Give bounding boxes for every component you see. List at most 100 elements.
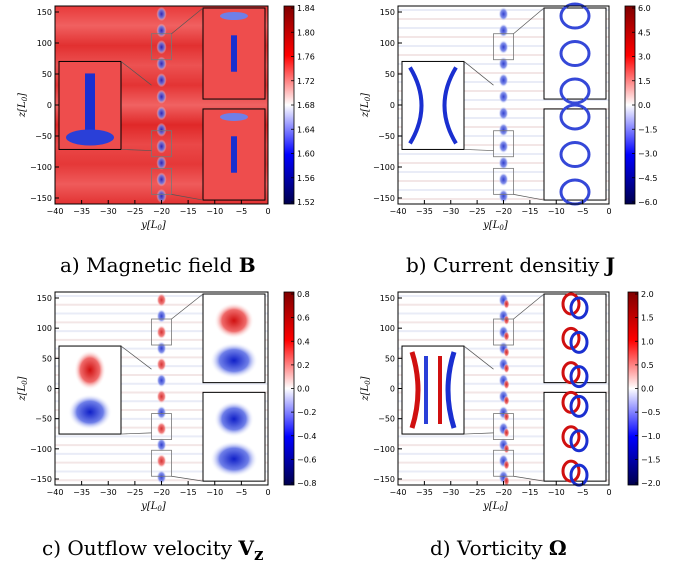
x-tick-label: −25 — [469, 488, 486, 497]
y-tick-label: −150 — [373, 194, 395, 203]
colorbar-tick-label: 0.0 — [638, 101, 651, 110]
panel-b: −40 −35 −30 −25 −20 −15 −10 −5 0150100500−50−100… — [360, 2, 657, 232]
x-tick-label: −30 — [100, 207, 117, 216]
y-axis-label-end: ] — [17, 93, 28, 98]
y-tick-label: 150 — [380, 294, 395, 303]
colorbar-tick-label: 1.56 — [297, 174, 315, 183]
x-axis-label: y[L0] — [482, 220, 508, 232]
caption-c: c) Outflow velocity Vz — [42, 536, 263, 564]
colorbar-tick-label: −0.5 — [641, 408, 660, 417]
y-tick-label: −150 — [30, 475, 52, 484]
inset-connector — [463, 432, 494, 435]
x-axis-label-end: ] — [161, 501, 166, 512]
x-tick-label: −5 — [235, 207, 247, 216]
y-tick-label: 50 — [42, 70, 52, 79]
plasmoid-mark — [498, 73, 509, 88]
zoom-box — [493, 318, 514, 346]
y-axis-label-sub: 0 — [21, 96, 29, 101]
caption-b: b) Current densitiy J — [406, 253, 615, 277]
x-tick-label: −35 — [73, 488, 90, 497]
y-tick-label: 0 — [390, 385, 395, 394]
inset-connector — [171, 7, 204, 34]
y-tick-label: 100 — [380, 324, 395, 333]
x-axis-label-sub: 0 — [499, 224, 504, 232]
y-tick-label: 150 — [37, 294, 52, 303]
inset-feature — [214, 400, 254, 437]
colorbar-tick-label: −3.0 — [638, 150, 657, 159]
plasmoid-mark — [503, 427, 510, 438]
x-tick-label: −10 — [206, 488, 223, 497]
inset-feature — [569, 429, 589, 453]
colorbar-tick-label: 3.0 — [638, 53, 651, 62]
inset-connector — [513, 194, 545, 201]
colorbar-tick-label: −1.5 — [638, 125, 657, 134]
plasmoid-mark — [156, 453, 167, 468]
caption-c-sub: z — [253, 544, 264, 564]
y-axis-label-end: ] — [360, 376, 371, 381]
x-tick-label: 0 — [265, 488, 270, 497]
colorbar-tick-label: 2.0 — [641, 290, 654, 299]
x-tick-label: −30 — [442, 207, 459, 216]
x-tick-label: −20 — [495, 207, 512, 216]
inset-left — [401, 60, 465, 150]
plasmoid-mark — [498, 7, 509, 21]
x-tick-label: −15 — [521, 488, 538, 497]
x-tick-label: −15 — [521, 207, 538, 216]
caption-d-text: d) Vorticity — [430, 536, 549, 560]
y-tick-label: −50 — [378, 132, 395, 141]
inset-feature — [214, 302, 254, 339]
zoom-box — [493, 33, 514, 61]
zoom-box — [151, 318, 172, 346]
y-tick-label: 100 — [380, 39, 395, 48]
x-tick-label: −10 — [548, 488, 565, 497]
colorbar-tick-label: 1.84 — [297, 4, 315, 13]
x-tick-label: −5 — [577, 488, 589, 497]
colorbar-tick-label: −4.5 — [638, 174, 657, 183]
caption-c-text: c) Outflow velocity — [42, 536, 239, 560]
inset-feature — [85, 73, 95, 140]
plasmoid-mark — [503, 299, 510, 309]
inset-left — [401, 345, 465, 435]
y-axis-label: z[L0] — [17, 93, 29, 118]
colorbar-tick-label: 4.5 — [638, 28, 651, 37]
colorbar-tick-label: 6.0 — [638, 4, 651, 13]
caption-d: d) Vorticity Ω — [430, 536, 567, 560]
x-axis-label-sub: 0 — [499, 505, 504, 513]
colorbar-tick-label: 1.5 — [641, 314, 654, 323]
plasmoid-mark — [156, 7, 167, 21]
colorbar-tick-label: −6.0 — [638, 198, 657, 207]
x-tick-label: −40 — [390, 488, 407, 497]
plasmoid-mark — [156, 389, 167, 404]
x-tick-label: −20 — [153, 488, 170, 497]
plasmoid-mark — [156, 106, 167, 121]
colorbar-tick-label: 1.80 — [297, 28, 315, 37]
plasmoid-mark — [156, 470, 167, 484]
x-tick-label: −30 — [100, 488, 117, 497]
inset-feature — [210, 342, 258, 379]
caption-a-symbol: B — [238, 253, 256, 277]
plasmoid-mark — [156, 437, 167, 452]
plasmoid-mark — [498, 23, 509, 38]
x-tick-label: −10 — [548, 207, 565, 216]
colorbar-tick-label: −0.2 — [297, 408, 316, 417]
plasmoid-mark — [156, 139, 167, 154]
inset-connector — [171, 194, 204, 201]
inset-connector — [513, 293, 545, 320]
zoom-box — [493, 167, 514, 195]
x-tick-label: 0 — [606, 488, 611, 497]
plasmoid-mark — [503, 476, 510, 486]
colorbar-tick-label: −0.4 — [297, 432, 316, 441]
x-tick-label: −25 — [126, 488, 143, 497]
colorbar-tick-label: −2.0 — [641, 479, 660, 488]
inset-feature — [569, 394, 589, 418]
colorbar-tick-label: 0.5 — [641, 361, 654, 370]
inset-connector — [463, 149, 494, 151]
y-tick-label: −150 — [373, 475, 395, 484]
colorbar-tick-label: −1.0 — [641, 432, 660, 441]
x-tick-label: −25 — [469, 207, 486, 216]
x-tick-label: −20 — [495, 488, 512, 497]
x-tick-label: −5 — [577, 207, 589, 216]
y-tick-label: −50 — [35, 132, 52, 141]
colorbar-tick-label: 1.52 — [297, 198, 315, 207]
plasmoid-mark — [156, 373, 167, 388]
